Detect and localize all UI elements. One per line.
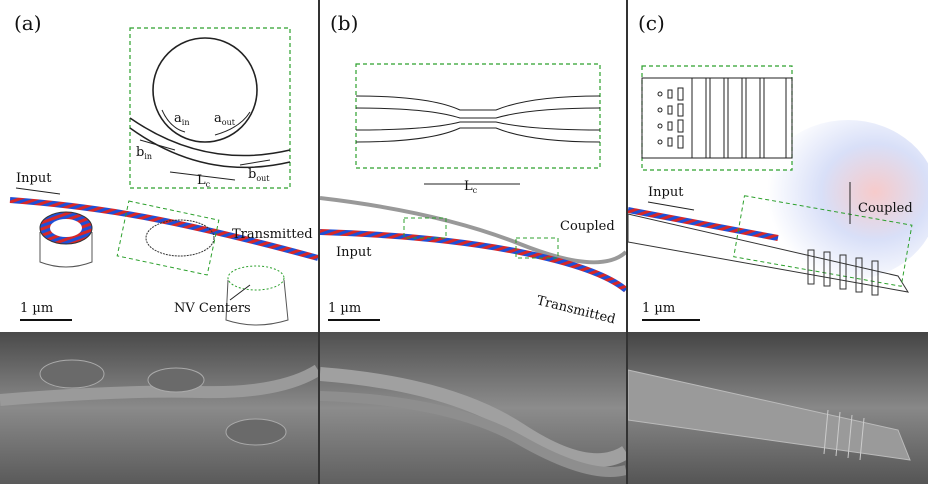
emission-field xyxy=(758,120,928,280)
ring-pillar xyxy=(39,232,93,268)
arrow-a-out xyxy=(214,111,251,136)
sem-waveguide xyxy=(0,364,318,406)
sem-pillar xyxy=(225,418,287,446)
coupler-top-2 xyxy=(355,107,601,119)
waveguide xyxy=(628,207,779,241)
arrow-a-in xyxy=(161,109,186,133)
coupler-bot-1 xyxy=(355,127,601,143)
scale-bar-label: 1 µm xyxy=(328,301,361,316)
coupled-label: Coupled xyxy=(560,219,615,234)
transmitted-label: Transmitted xyxy=(232,227,313,242)
divider-2 xyxy=(626,0,628,484)
divider-1 xyxy=(318,0,320,484)
bus-waveguide-top xyxy=(129,117,291,157)
zoom-box xyxy=(116,200,220,276)
ring-hole xyxy=(50,219,82,237)
bus-waveguide-bottom xyxy=(129,127,291,169)
coupler-bot-2 xyxy=(355,121,601,131)
zoom-box xyxy=(733,195,913,287)
scale-bar-label: 1 µm xyxy=(642,301,675,316)
nv-arrow xyxy=(229,284,251,301)
panel-b: (b) Lc Input Coupled Transmitted 1 µm xyxy=(320,0,626,484)
coupler-top-1 xyxy=(355,95,601,111)
panel-c-drawing: (c) Input xyxy=(628,11,928,484)
inset-box xyxy=(641,65,793,171)
input-label: Input xyxy=(16,171,52,186)
grating-bars xyxy=(691,77,787,159)
panel-b-drawing: (b) Lc Input Coupled Transmitted 1 µm xyxy=(320,11,626,484)
waveguide-lower xyxy=(320,229,626,293)
ring-2 xyxy=(145,219,215,257)
zoom-box-2 xyxy=(515,237,559,259)
inset-lc: Lc xyxy=(464,179,478,195)
waveguide-upper xyxy=(320,196,626,265)
input-arrow xyxy=(15,187,61,195)
panel-a-label: (a) xyxy=(14,11,42,35)
lc-arrow xyxy=(169,171,236,181)
inset-a-out: aout xyxy=(214,111,236,127)
transmitted-label: Transmitted xyxy=(535,293,617,327)
panel-c-label: (c) xyxy=(638,11,665,35)
inset-b-in: bin xyxy=(136,145,152,161)
inset-b-out: bout xyxy=(248,167,270,183)
inset-lc: Lc xyxy=(197,173,211,189)
arrow-b-in xyxy=(139,139,176,151)
inset-a-in: ain xyxy=(174,111,189,127)
input-label: Input xyxy=(336,245,372,260)
sem-ring-2 xyxy=(147,367,205,393)
nv-pillar xyxy=(225,279,289,326)
sem-image xyxy=(0,332,318,484)
panel-a-drawing: (a) ain aout bin bout Lc Input xyxy=(0,11,318,484)
panel-a: (a) ain aout bin bout Lc Input xyxy=(0,0,318,484)
sem-ring-1 xyxy=(39,359,105,389)
grating-holes xyxy=(657,87,684,149)
inset-box xyxy=(129,27,291,189)
panel-b-label: (b) xyxy=(330,11,358,35)
sem-grating xyxy=(823,409,865,461)
sem-waveguide xyxy=(628,369,911,461)
zoom-box-1 xyxy=(403,217,447,239)
inset-box xyxy=(355,63,601,169)
panel-c: (c) Input xyxy=(628,0,928,484)
sem-waveguide-1 xyxy=(320,367,626,468)
waveguide xyxy=(9,197,318,261)
ring-circle xyxy=(152,37,258,143)
nv-centers-label: NV Centers xyxy=(174,301,251,316)
grating-teeth xyxy=(807,249,879,296)
nv-pillar-top xyxy=(227,265,285,291)
sem-waveguide-2 xyxy=(320,391,626,477)
input-label: Input xyxy=(648,185,684,200)
coupled-label: Coupled xyxy=(858,201,913,216)
input-arrow xyxy=(647,201,695,211)
scale-bar-label: 1 µm xyxy=(20,301,53,316)
arrow-b-out xyxy=(239,159,271,166)
